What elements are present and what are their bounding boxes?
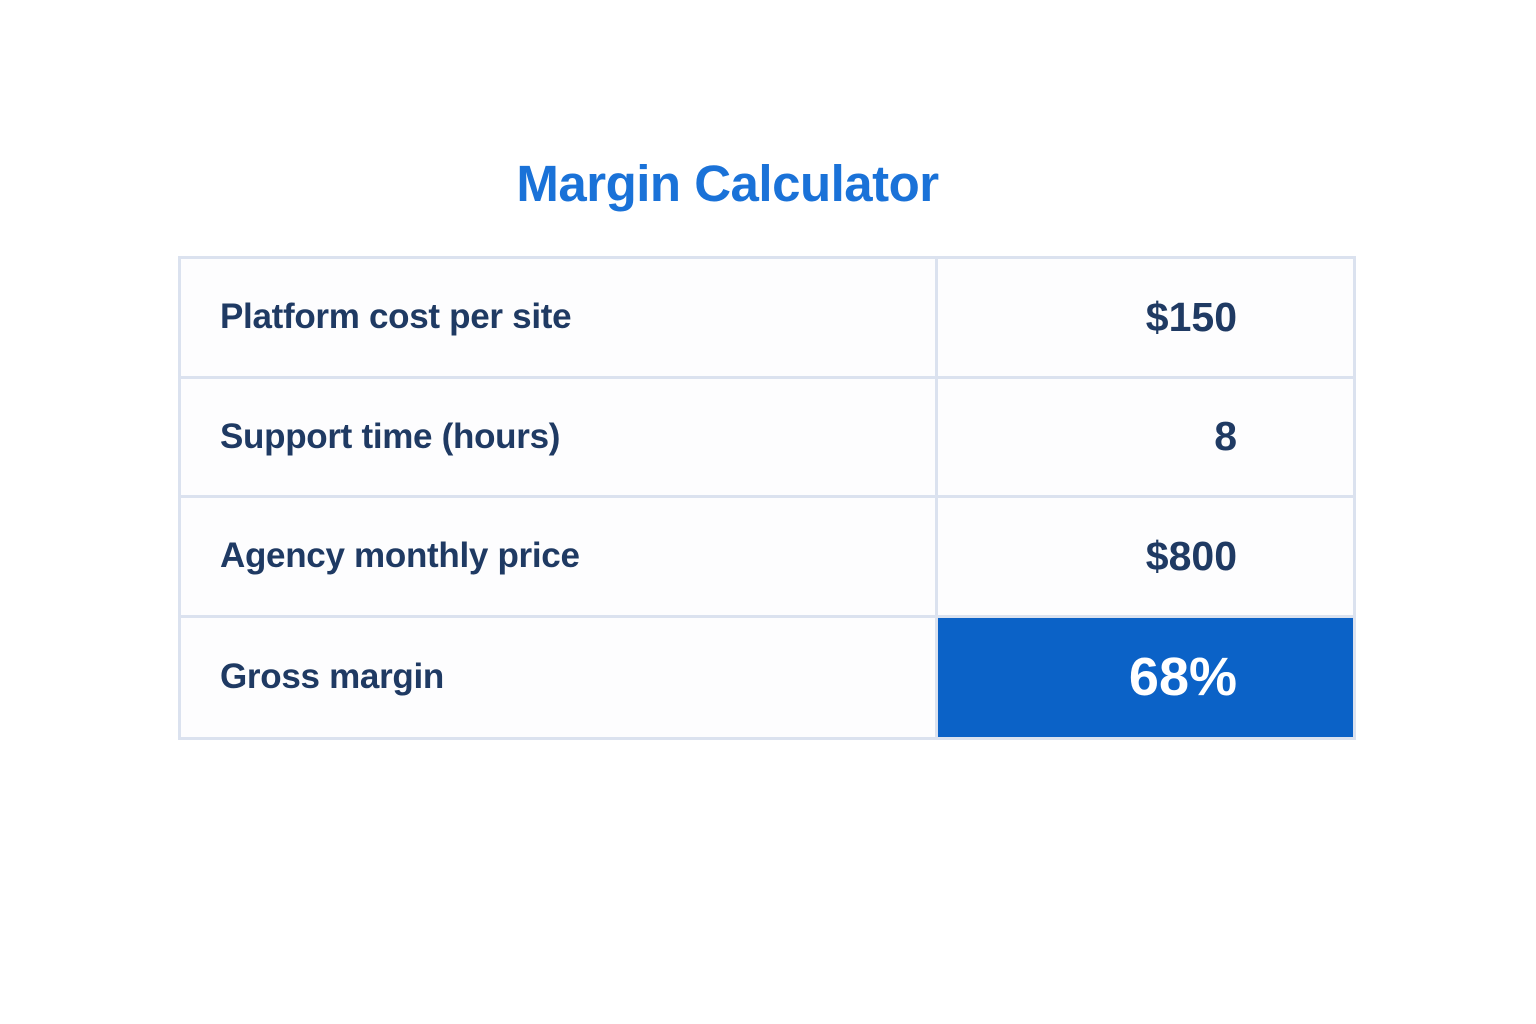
gross-margin-result-cell: 68% <box>938 617 1353 737</box>
row-label-support-time: Support time (hours) <box>181 378 938 498</box>
row-label-platform-cost: Platform cost per site <box>181 259 938 379</box>
row-value-support-time: 8 <box>938 378 1353 498</box>
page-title: Margin Calculator <box>516 155 939 213</box>
margin-calculator-table: Platform cost per site $150 Support time… <box>178 256 1356 740</box>
row-value-platform-cost: $150 <box>938 259 1353 379</box>
row-value-agency-price: $800 <box>938 498 1353 618</box>
row-label-gross-margin: Gross margin <box>181 617 938 737</box>
row-label-agency-price: Agency monthly price <box>181 498 938 618</box>
